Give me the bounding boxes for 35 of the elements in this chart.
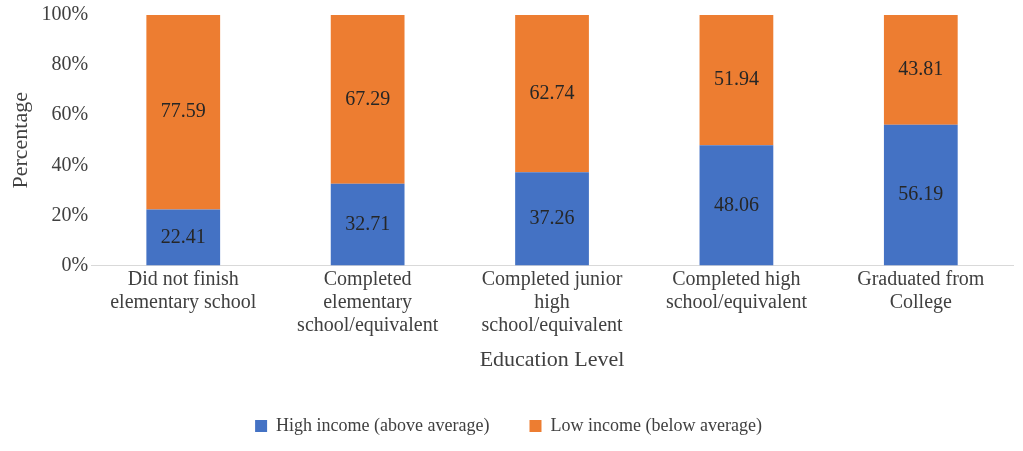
bar bbox=[330, 183, 405, 266]
legend-label: Low income (below average) bbox=[550, 414, 762, 436]
bar bbox=[515, 172, 589, 266]
x-tick-label: Completed elementary school/equivalent bbox=[297, 267, 439, 337]
bar bbox=[883, 15, 958, 125]
x-tick-label: Completed high school/equivalent bbox=[665, 267, 808, 314]
y-tick-label: 80% bbox=[51, 52, 89, 75]
y-tick-label: 60% bbox=[51, 102, 89, 125]
x-axis-title: Education Level bbox=[479, 345, 625, 371]
x-tick-label: Did not finish elementary school bbox=[110, 267, 257, 314]
bar bbox=[146, 209, 221, 266]
x-tick-label: Completed junior high school/equivalent bbox=[481, 267, 624, 337]
x-tick-label: Graduated from College bbox=[857, 267, 985, 314]
data-label: 56.19 bbox=[898, 182, 944, 205]
bar bbox=[330, 15, 405, 184]
data-label: 48.06 bbox=[713, 192, 759, 215]
data-label: 37.26 bbox=[529, 206, 575, 229]
bar bbox=[699, 15, 774, 146]
y-tick-label: 100% bbox=[41, 2, 89, 25]
data-label: 43.81 bbox=[898, 57, 944, 80]
bar bbox=[699, 145, 774, 266]
data-label: 22.41 bbox=[160, 224, 206, 247]
bar bbox=[883, 124, 958, 266]
data-label: 32.71 bbox=[345, 211, 391, 234]
y-axis-title: Percentage bbox=[6, 92, 32, 189]
bar bbox=[146, 15, 221, 210]
y-tick-label: 40% bbox=[51, 152, 89, 175]
data-label: 67.29 bbox=[345, 86, 391, 109]
data-label: 77.59 bbox=[160, 99, 206, 122]
data-label: 62.74 bbox=[529, 80, 575, 103]
data-label: 51.94 bbox=[713, 67, 759, 90]
y-tick-label: 0% bbox=[61, 252, 89, 275]
legend-label: High income (above average) bbox=[276, 414, 490, 436]
y-tick-label: 20% bbox=[51, 202, 89, 225]
bar bbox=[515, 15, 589, 173]
